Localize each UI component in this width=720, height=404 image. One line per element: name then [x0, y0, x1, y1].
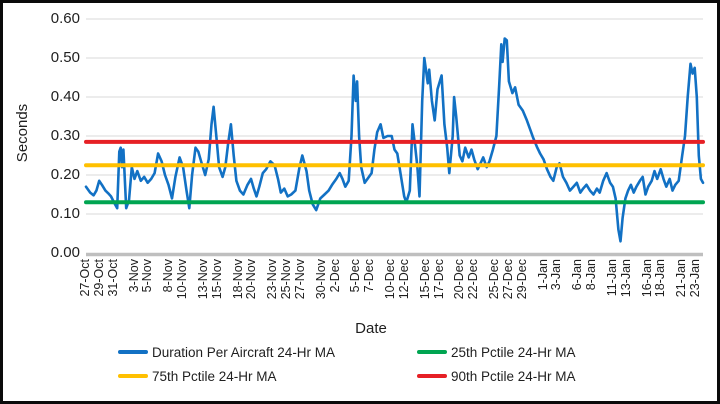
x-tick-label: 13-Nov — [195, 259, 210, 300]
legend-marker-25th-pctile — [417, 350, 447, 354]
x-tick-label: 27-Dec — [500, 259, 515, 300]
legend-label-75th-pctile: 75th Pctile 24-Hr MA — [152, 368, 277, 384]
legend-item-25th-pctile: 25th Pctile 24-Hr MA — [417, 343, 576, 361]
x-tick-label: 8-Nov — [161, 259, 176, 293]
x-tick-label: 7-Dec — [362, 259, 377, 293]
x-tick-label: 11-Jan — [604, 259, 619, 297]
legend-item-duration: Duration Per Aircraft 24-Hr MA — [118, 343, 335, 361]
legend-item-75th-pctile: 75th Pctile 24-Hr MA — [118, 367, 277, 385]
x-tick-label: 22-Dec — [466, 259, 481, 300]
x-tick-label: 2-Dec — [327, 259, 342, 293]
x-tick-label: 17-Dec — [431, 259, 446, 300]
x-tick-label: 21-Jan — [674, 259, 689, 298]
legend-label-25th-pctile: 25th Pctile 24-Hr MA — [451, 344, 576, 360]
x-tick-label: 8-Jan — [584, 259, 599, 291]
legend-marker-75th-pctile — [118, 374, 148, 378]
x-tick-label: 15-Dec — [417, 259, 432, 300]
x-tick-label: 10-Nov — [175, 259, 190, 300]
legend-marker-90th-pctile — [417, 374, 447, 378]
x-tick-label: 23-Jan — [688, 259, 703, 298]
y-tick-label: 0.10 — [50, 205, 80, 222]
legend-item-90th-pctile: 90th Pctile 24-Hr MA — [417, 367, 576, 385]
x-tick-label: 18-Jan — [653, 259, 668, 298]
legend-label-90th-pctile: 90th Pctile 24-Hr MA — [451, 368, 576, 384]
x-tick-label: 29-Oct — [91, 259, 106, 297]
x-tick-label: 12-Dec — [396, 259, 411, 300]
x-tick-label: 27-Oct — [78, 259, 92, 297]
x-tick-label: 10-Dec — [383, 259, 398, 300]
legend-marker-duration — [118, 350, 148, 354]
x-tick-label: 25-Dec — [487, 259, 502, 300]
y-tick-label: 0.60 — [50, 10, 80, 27]
x-tick-label: 3-Jan — [549, 259, 564, 291]
x-tick-label: 31-Oct — [105, 259, 120, 297]
x-tick-label: 23-Nov — [265, 259, 280, 300]
x-tick-label: 29-Dec — [514, 259, 529, 300]
x-tick-label: 30-Nov — [313, 259, 328, 300]
x-tick-label: 6-Jan — [570, 259, 585, 291]
y-tick-label: 0.20 — [50, 166, 80, 183]
x-tick-label: 27-Nov — [292, 259, 307, 300]
y-tick-label: 0.00 — [50, 244, 80, 261]
plot-area — [84, 18, 705, 257]
x-tick-label: 5-Nov — [140, 259, 155, 293]
x-axis-title: Date — [355, 320, 387, 337]
x-tick-label: 25-Nov — [279, 259, 294, 300]
y-axis-title: Seconds — [14, 103, 31, 163]
x-tick-label: 15-Nov — [209, 259, 224, 300]
y-tick-label: 0.30 — [50, 127, 80, 144]
x-tick-label: 20-Nov — [244, 259, 259, 300]
y-tick-label: 0.40 — [50, 88, 80, 105]
legend-label-duration: Duration Per Aircraft 24-Hr MA — [152, 344, 336, 360]
x-tick-label: 13-Jan — [618, 259, 633, 298]
y-tick-label: 0.50 — [50, 49, 80, 66]
